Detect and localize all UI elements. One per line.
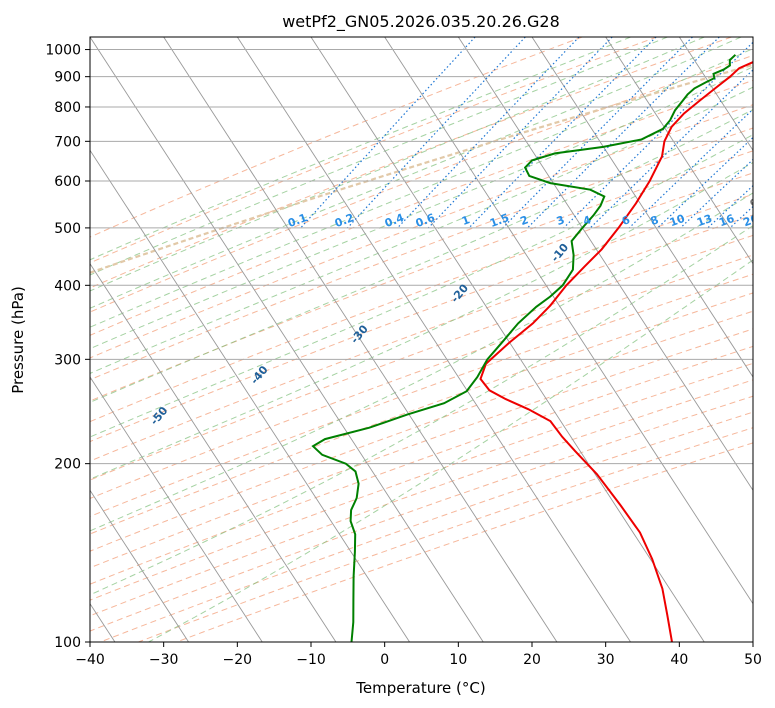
line-labels: 0.10.20.40.611.52346810131620253036-100-… bbox=[148, 195, 761, 427]
y-tick-label: 700 bbox=[54, 134, 81, 150]
isotherm-line bbox=[90, 37, 484, 642]
y-axis-label: Pressure (hPa) bbox=[9, 286, 27, 394]
mixing-ratio-label: 13 bbox=[695, 212, 714, 229]
mixing-ratio-label: 16 bbox=[717, 212, 736, 230]
x-tick-label: 30 bbox=[597, 652, 615, 668]
moist-adiabat-line bbox=[90, 225, 753, 596]
mixing-ratio-label: 8 bbox=[649, 213, 661, 228]
x-tick-label: −10 bbox=[296, 652, 326, 668]
y-tick-label: 200 bbox=[54, 457, 81, 473]
isotherm-line bbox=[678, 37, 753, 152]
mixing-ratio-label: 6 bbox=[620, 213, 632, 228]
dry-adiabat-line bbox=[100, 411, 753, 642]
x-tick-label: 10 bbox=[449, 652, 467, 668]
mixing-ratio-label: 4 bbox=[581, 213, 593, 228]
mixing-ratio-label: 3 bbox=[555, 213, 567, 228]
mixing-ratio-label: 10 bbox=[668, 212, 687, 230]
mixing-ratio-label: 1 bbox=[460, 213, 472, 228]
moist-adiabat-line bbox=[90, 161, 753, 480]
dry-adiabat-line bbox=[138, 427, 753, 642]
mixing-ratio-label: 1.5 bbox=[488, 211, 511, 230]
profile-series bbox=[311, 54, 753, 642]
theta-label: 0 bbox=[747, 195, 761, 210]
moist-adiabat-line bbox=[90, 48, 753, 328]
y-tick-label: 300 bbox=[54, 352, 81, 368]
y-tick-label: 100 bbox=[54, 635, 81, 651]
mixing-ratio-line bbox=[468, 37, 657, 229]
isotherm-line bbox=[90, 489, 189, 642]
dry-adiabat-line bbox=[90, 127, 753, 381]
moist-adiabat-line bbox=[90, 37, 631, 261]
mixing-ratio-label: 0.2 bbox=[333, 211, 356, 230]
pressure-grid bbox=[90, 49, 753, 642]
x-tick-label: −20 bbox=[223, 652, 253, 668]
isotherm-line bbox=[384, 37, 753, 605]
isotherm-line bbox=[531, 37, 753, 378]
mixing-ratio-line bbox=[679, 158, 753, 229]
mixing-ratio-label: 0.1 bbox=[286, 211, 309, 230]
mixing-ratio-label: 2 bbox=[518, 213, 530, 228]
background-lines bbox=[90, 37, 753, 642]
dry-adiabat-line bbox=[90, 395, 753, 632]
y-tick-label: 600 bbox=[54, 174, 81, 190]
isotherm-line bbox=[90, 262, 337, 642]
dry-adiabat-line bbox=[176, 442, 753, 642]
x-tick-label: −40 bbox=[75, 652, 105, 668]
mixing-ratio-label: 0.6 bbox=[414, 211, 437, 230]
mixing-ratio-label: 0.4 bbox=[383, 211, 406, 230]
dewpoint-profile-line bbox=[311, 54, 737, 642]
moist-adiabat-line bbox=[90, 37, 705, 292]
y-tick-label: 400 bbox=[54, 278, 81, 294]
y-tick-label: 800 bbox=[54, 100, 81, 116]
mixing-ratio-line bbox=[589, 69, 753, 229]
temperature-profile-line bbox=[479, 61, 753, 642]
plot-frame bbox=[89, 36, 754, 643]
x-tick-label: 20 bbox=[523, 652, 541, 668]
x-tick-label: 0 bbox=[380, 652, 389, 668]
mixing-ratio-line bbox=[397, 37, 580, 229]
isotherm-line bbox=[90, 149, 410, 642]
mixing-ratio-label: 20 bbox=[741, 212, 760, 230]
mixing-ratio-line bbox=[347, 37, 526, 229]
dry-adiabat-line bbox=[90, 37, 657, 264]
x-tick-label: 40 bbox=[670, 652, 688, 668]
y-tick-label: 1000 bbox=[45, 43, 81, 59]
isotherm-line bbox=[457, 37, 753, 492]
moist-adiabat-line bbox=[90, 86, 753, 374]
y-tick-label: 900 bbox=[54, 70, 81, 86]
mixing-ratio-line bbox=[427, 37, 613, 229]
isotherm-line bbox=[90, 376, 263, 642]
moist-adiabat-line bbox=[90, 37, 742, 309]
dry-adiabat-line bbox=[90, 37, 732, 289]
mixing-ratio-line bbox=[502, 37, 693, 229]
mixing-ratio-line bbox=[300, 37, 476, 229]
x-tick-label: 50 bbox=[744, 652, 762, 668]
moist-adiabat-line bbox=[90, 192, 753, 532]
moist-adiabat-line bbox=[90, 66, 753, 350]
moist-adiabat-line bbox=[148, 259, 753, 642]
dry-adiabat-line bbox=[90, 104, 753, 359]
mixing-ratio-line bbox=[563, 41, 753, 229]
x-tick-label: −30 bbox=[149, 652, 179, 668]
x-axis-label: Temperature (°C) bbox=[355, 679, 485, 697]
chart-title: wetPf2_GN05.2026.035.20.26.G28 bbox=[282, 12, 560, 32]
isotherm-line bbox=[163, 37, 558, 642]
moist-adiabat-line bbox=[90, 37, 668, 276]
moist-adiabat-line bbox=[90, 109, 753, 403]
y-tick-label: 500 bbox=[54, 221, 81, 237]
isotherm-line bbox=[605, 37, 753, 265]
isotherm-line bbox=[310, 37, 705, 642]
y-axis: 1000 900 800 700 600 500 400 300 200 100 bbox=[45, 43, 90, 651]
isotherm-line bbox=[236, 37, 631, 642]
x-axis: −40 −30 −20 −10 0 10 20 30 40 50 bbox=[75, 642, 762, 668]
